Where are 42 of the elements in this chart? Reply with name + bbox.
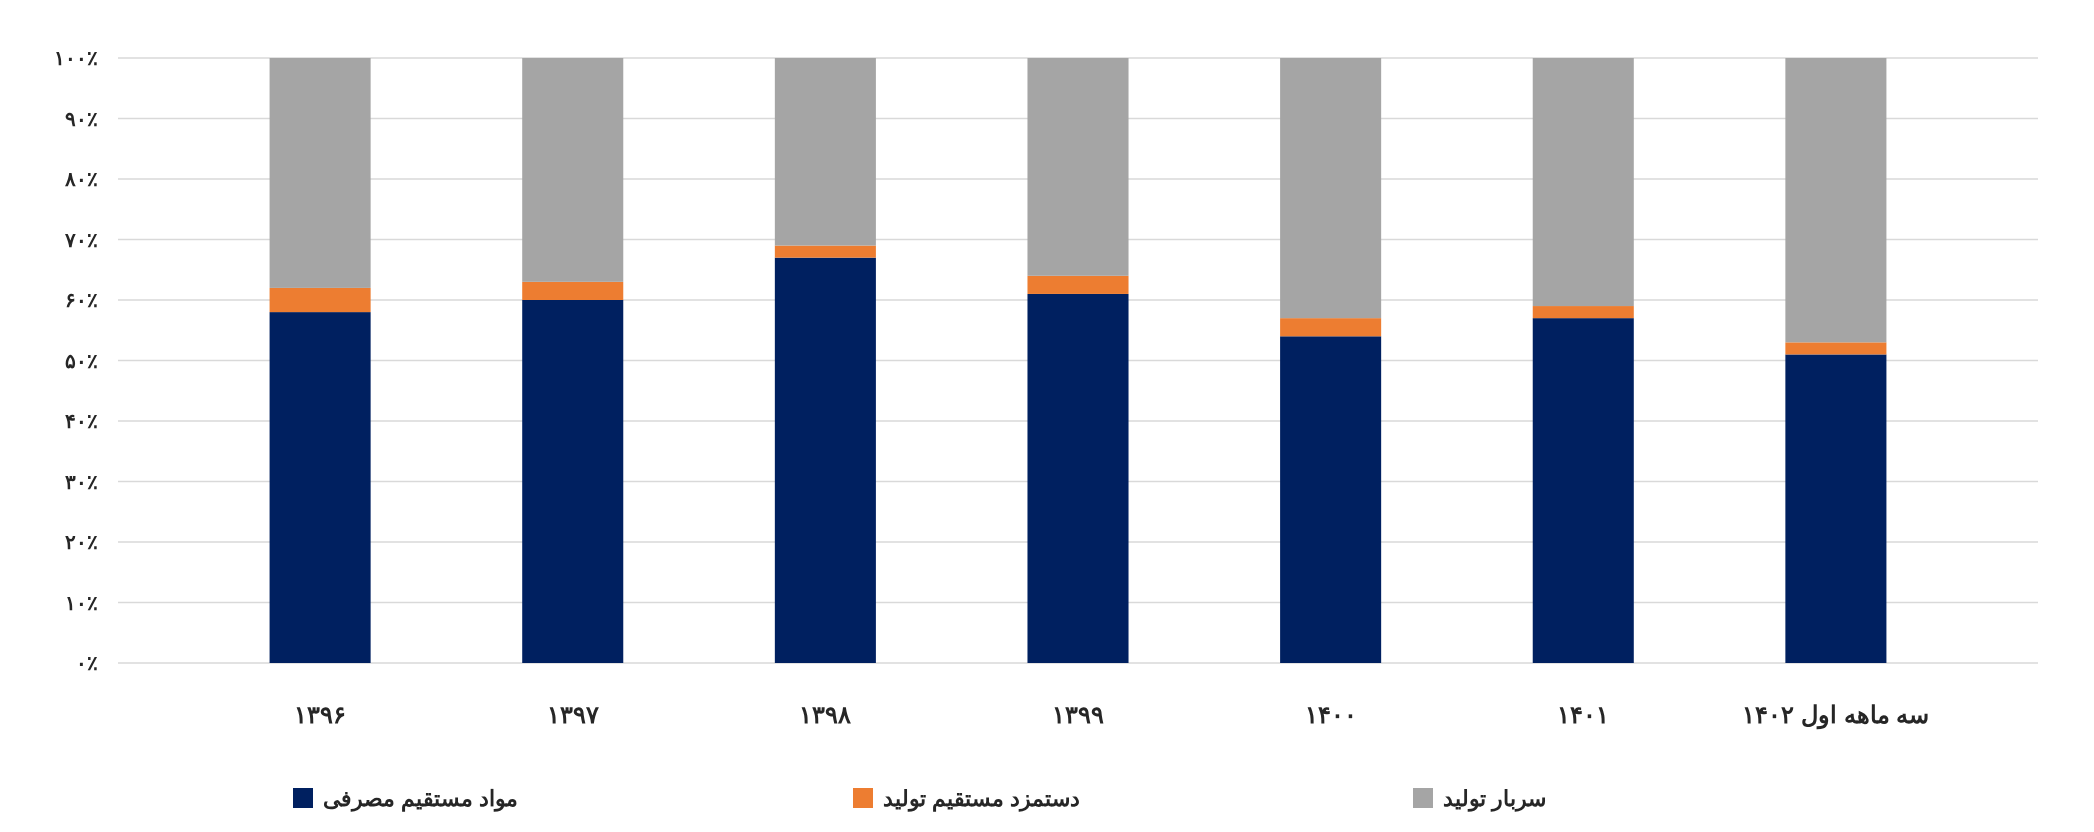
y-tick-label: ۵۰٪ (65, 349, 98, 372)
y-tick-label: ۰٪ (76, 652, 98, 674)
x-tick-label: ۱۳۹۶ (294, 701, 347, 728)
y-tick-label: ۱۰٪ (65, 591, 98, 614)
y-tick-label: ۶۰٪ (65, 289, 98, 311)
bar (1785, 342, 1887, 355)
y-tick-label: ۷۰٪ (64, 228, 98, 251)
bar (1027, 293, 1129, 663)
bar (774, 58, 876, 246)
bar (1532, 58, 1634, 307)
bar (1280, 318, 1382, 337)
bar (522, 300, 624, 663)
x-tick-label: ۱۳۹۷ (546, 701, 599, 728)
x-tick-label: ۱۴۰۰ (1304, 701, 1357, 728)
bar (1785, 354, 1887, 663)
bar (522, 58, 624, 282)
bar (269, 312, 371, 663)
bar (269, 287, 371, 313)
bar (774, 245, 876, 258)
y-tick-label: ۳۰٪ (65, 470, 98, 493)
y-tick-label: ۴۰٪ (65, 410, 98, 432)
bar (1280, 58, 1382, 319)
bar (1532, 306, 1634, 319)
bar (269, 58, 371, 288)
y-tick-label: ۹۰٪ (65, 107, 98, 130)
x-tick-label: ۱۳۹۹ (1052, 701, 1104, 728)
y-tick-label: ۸۰٪ (64, 168, 98, 190)
x-tick-label: ۱۴۰۱ (1557, 701, 1610, 728)
bar (1785, 58, 1887, 343)
bar (522, 281, 624, 300)
bar (1532, 318, 1634, 663)
legend-label: دستمزد مستقیم تولید (883, 785, 1081, 812)
bar (1280, 336, 1382, 663)
y-tick-label: ۲۰٪ (65, 531, 98, 553)
legend-label: سربار تولید (1443, 785, 1547, 812)
bar (1027, 58, 1129, 276)
x-tick-label: ۱۳۹۸ (799, 701, 852, 728)
y-tick-label: ۱۰۰٪ (54, 47, 98, 69)
bar (1027, 275, 1129, 294)
bar (774, 257, 876, 663)
x-tick-label: سه ماهه اول ۱۴۰۲ (1742, 701, 1930, 730)
legend-label: مواد مستقیم مصرفی (323, 785, 519, 812)
